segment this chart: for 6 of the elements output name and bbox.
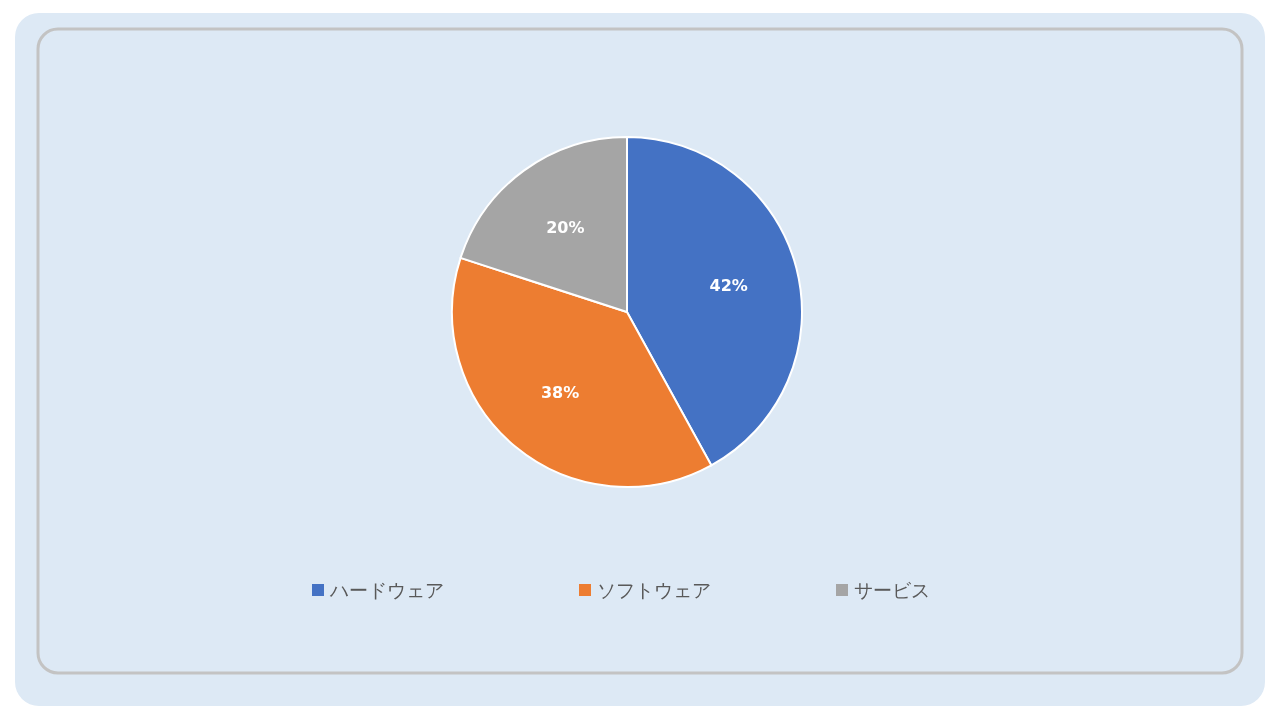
data-label: 38% — [540, 383, 580, 403]
legend-label: ソフトウェア — [597, 579, 711, 601]
legend-label: サービス — [854, 579, 930, 601]
data-label: 20% — [546, 217, 585, 237]
legend-label: ハードウェア — [329, 579, 444, 601]
data-label: 42% — [709, 276, 748, 296]
